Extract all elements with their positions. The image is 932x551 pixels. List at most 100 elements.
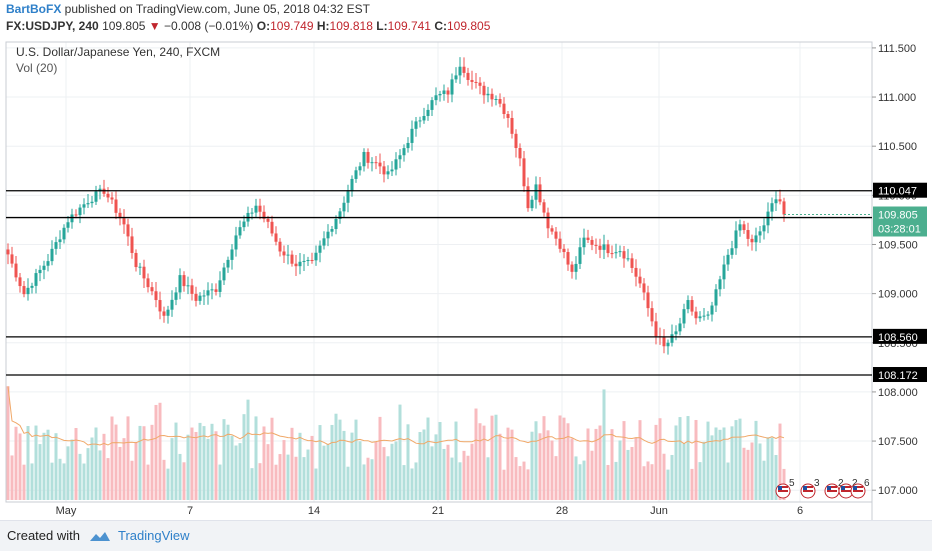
- time-axis[interactable]: May 7 14 21 28 Jun 6: [6, 501, 872, 517]
- symbol-label[interactable]: FX:USDJPY, 240: [6, 19, 99, 33]
- us-flag-icon[interactable]: [775, 483, 791, 499]
- candle-body: [346, 191, 350, 203]
- candle-body: [126, 224, 130, 237]
- us-flag-icon[interactable]: [800, 483, 816, 499]
- volume-ma-line: [7, 386, 785, 446]
- current-price-badge: [873, 206, 927, 237]
- chart-header: BartBoFX published on TradingView.com, J…: [0, 0, 932, 38]
- candle-body: [402, 148, 406, 156]
- candle-body: [642, 283, 646, 293]
- candle-body: [66, 222, 70, 228]
- candle-body: [754, 235, 758, 243]
- volume-bars: [6, 386, 786, 500]
- us-flag-icon[interactable]: [838, 483, 854, 499]
- volume-bar: [46, 429, 50, 500]
- candle-body: [206, 290, 210, 296]
- candle-body: [522, 158, 526, 187]
- candle-body: [566, 252, 570, 265]
- volume-bar: [290, 427, 294, 500]
- volume-bar: [110, 416, 114, 500]
- candle-body: [718, 279, 722, 290]
- candle-body: [446, 90, 450, 95]
- volume-bar: [206, 438, 210, 500]
- us-flag-icon[interactable]: [850, 483, 866, 499]
- candle-body: [486, 93, 490, 96]
- candle-body: [726, 254, 730, 265]
- candle-body: [450, 79, 454, 95]
- candle-body: [478, 82, 482, 86]
- candle-body: [690, 300, 694, 312]
- volume-bar: [122, 438, 126, 500]
- volume-bar: [162, 459, 166, 500]
- volume-bar: [194, 431, 198, 500]
- candle-body: [230, 249, 234, 260]
- candle-body: [602, 244, 606, 250]
- horizontal-lines[interactable]: [6, 190, 872, 376]
- author-link[interactable]: BartBoFX: [6, 2, 62, 16]
- tradingview-brand-link[interactable]: TradingView: [118, 528, 190, 543]
- candle-body: [762, 225, 766, 232]
- candle-body: [130, 236, 134, 253]
- volume-bar: [82, 463, 86, 500]
- volume-bar: [678, 417, 682, 500]
- candle-body: [78, 207, 82, 216]
- candle-body: [634, 267, 638, 277]
- volume-bar: [654, 424, 658, 500]
- candle-body: [706, 314, 710, 316]
- price-tick-label: 111.000: [878, 92, 916, 104]
- candle-body: [482, 85, 486, 96]
- price-axis[interactable]: 111.500111.000110.500110.000109.500109.0…: [784, 43, 927, 497]
- volume-bar: [130, 460, 134, 500]
- price-tick-label: 110.500: [878, 141, 917, 153]
- candle-body: [778, 199, 782, 202]
- time-tick-label: Jun: [650, 505, 668, 517]
- volume-bar: [10, 455, 14, 500]
- ohlc-line: FX:USDJPY, 240 109.805 ▼ −0.008 (−0.01%)…: [6, 19, 490, 33]
- candle-body: [286, 254, 290, 256]
- price-tick-label: 107.500: [878, 436, 918, 448]
- time-tick-label: May: [56, 505, 77, 517]
- volume-bar: [170, 438, 174, 500]
- volume-bar: [346, 466, 350, 500]
- candle-body: [194, 293, 198, 301]
- candle-body: [394, 159, 398, 170]
- candle-body: [630, 258, 634, 268]
- volume-bar: [770, 437, 774, 500]
- volume-bar: [134, 441, 138, 500]
- volume-bar: [686, 416, 690, 500]
- volume-bar: [386, 456, 390, 500]
- candle-body: [338, 211, 342, 220]
- candle-body: [190, 285, 194, 294]
- line-price-label: 108.172: [878, 370, 918, 382]
- price-change: −0.008 (−0.01%): [164, 19, 254, 33]
- candle-body: [774, 199, 778, 204]
- volume-bar: [758, 443, 762, 500]
- candle-body: [350, 178, 354, 192]
- volume-bar: [498, 433, 502, 500]
- candle-body: [506, 114, 510, 118]
- volume-bar: [766, 437, 770, 500]
- candle-body: [162, 311, 166, 316]
- candle-body: [554, 231, 558, 239]
- tradingview-cloud-icon[interactable]: [88, 529, 112, 543]
- candle-body: [354, 170, 358, 179]
- volume-bar: [278, 454, 282, 500]
- candle-body: [390, 169, 394, 172]
- candle-body: [442, 90, 446, 94]
- flag-stripe: [827, 486, 837, 488]
- candle-body: [362, 151, 366, 167]
- us-flag-icon[interactable]: [824, 483, 840, 499]
- candle-body: [734, 230, 738, 249]
- candle-body: [398, 155, 402, 160]
- candle-body: [678, 323, 682, 332]
- volume-bar: [146, 464, 150, 500]
- candle-body: [322, 238, 326, 246]
- volume-bar: [414, 462, 418, 500]
- volume-bar: [574, 456, 578, 500]
- candle-body: [94, 191, 98, 202]
- candle-body: [334, 219, 338, 230]
- volume-bar: [226, 424, 230, 500]
- volume-bar: [374, 441, 378, 500]
